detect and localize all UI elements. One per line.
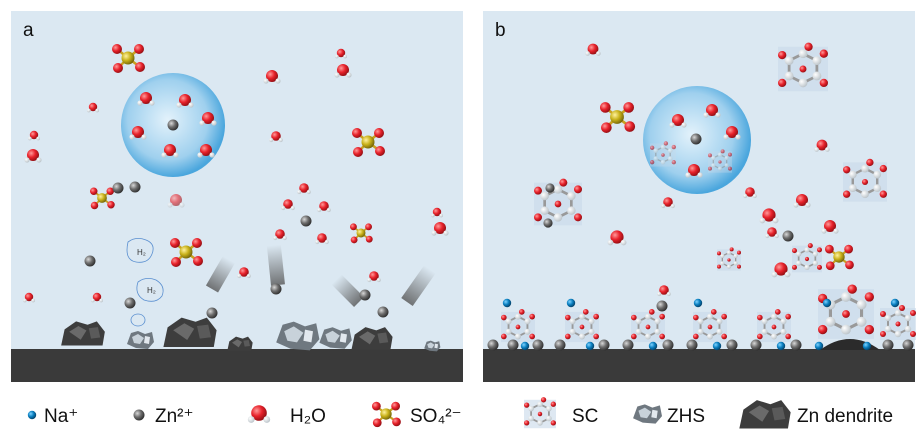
figure: a H₂ H₂ b Na⁺ Zn²⁺ H₂O SO₄²⁻ SC ZHS Zn d… [0, 0, 923, 434]
h2-label: H₂ [147, 286, 156, 295]
legend-label: SO₄²⁻ [410, 406, 462, 427]
legend-label: Na⁺ [44, 406, 78, 427]
legend: Na⁺ Zn²⁺ H₂O SO₄²⁻ SC ZHS Zn dendrite [28, 397, 893, 428]
legend-label: H₂O [290, 406, 326, 427]
zn-anode-b [483, 349, 915, 382]
panel-label: a [23, 20, 34, 41]
panel-label: b [495, 20, 506, 41]
legend-label: SC [572, 406, 598, 427]
h2-label: H₂ [137, 248, 146, 257]
legend-label: Zn dendrite [797, 406, 893, 427]
legend-label: ZHS [667, 406, 705, 427]
zn-anode-a [11, 349, 463, 382]
legend-label: Zn²⁺ [155, 406, 194, 427]
